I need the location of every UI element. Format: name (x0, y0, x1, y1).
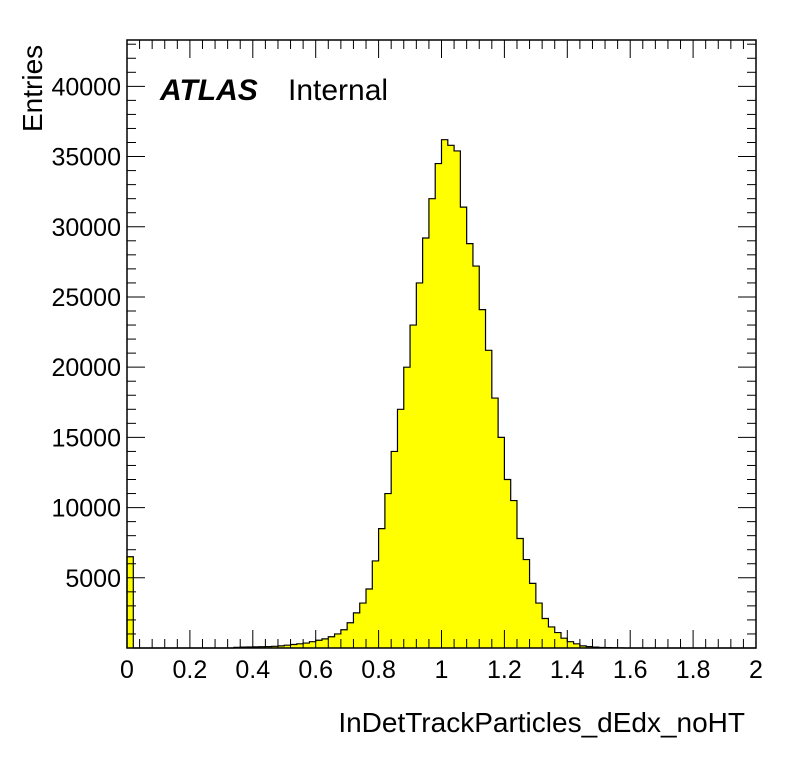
x-tick-label: 0 (120, 656, 134, 684)
histogram-bar (384, 493, 392, 648)
histogram-bar (296, 643, 304, 648)
histogram-bar (366, 589, 373, 648)
histogram-bar (454, 150, 461, 648)
histogram-bar (542, 618, 549, 648)
y-tick-label: 10000 (51, 495, 121, 523)
histogram-bar (403, 367, 411, 648)
histogram-bar (428, 198, 436, 648)
histogram-bar (579, 645, 587, 648)
histogram-bar (548, 626, 556, 648)
atlas-label: ATLAS (159, 74, 258, 107)
x-tick-label: 1 (435, 656, 449, 684)
histogram-bar (573, 643, 581, 648)
histogram-bar (416, 282, 423, 648)
histogram-bar (510, 500, 518, 648)
histogram-bar (277, 645, 285, 648)
histogram-bar (359, 603, 367, 648)
histogram-bar (410, 325, 417, 648)
histogram-bar (567, 641, 574, 648)
histogram-bar (347, 622, 354, 648)
histogram-bar (422, 237, 430, 648)
histogram-bar (303, 643, 310, 648)
y-tick-labels: 5000 10000 15000 20000 25000 30000 35000 40000 (51, 73, 121, 592)
x-tick-label: 1.6 (613, 656, 648, 684)
histogram-bar (554, 632, 562, 648)
histogram-bar (353, 612, 361, 648)
histogram-bar (523, 559, 530, 648)
histogram-bar (498, 437, 505, 648)
histogram-bars (127, 139, 625, 649)
y-tick-label: 25000 (51, 284, 121, 312)
histogram-bar (561, 638, 568, 648)
y-tick-label: 30000 (51, 214, 121, 242)
histogram-bar (284, 645, 291, 648)
histogram-bar (516, 538, 524, 648)
histogram-bar (479, 309, 486, 648)
internal-label: Internal (288, 74, 388, 107)
y-tick-label: 40000 (51, 73, 121, 101)
histogram-bar (271, 646, 279, 648)
histogram-bar (315, 640, 323, 648)
x-tick-label: 0.4 (235, 656, 270, 684)
histogram-bar (529, 583, 537, 648)
y-axis-title: Entries (17, 45, 48, 132)
axis-ticks (126, 40, 757, 648)
histogram-bar (340, 629, 348, 648)
y-tick-label: 15000 (51, 424, 121, 452)
histogram-bar (321, 638, 329, 648)
histogram-bar (460, 207, 467, 649)
x-tick-label: 0.2 (173, 656, 208, 684)
x-axis-title: InDetTrackParticles_dEdx_noHT (338, 707, 745, 738)
histogram-bar (466, 243, 474, 648)
x-tick-label: 1.8 (676, 656, 711, 684)
histogram-bar (485, 350, 493, 648)
histogram-bar (504, 479, 511, 648)
y-tick-label: 20000 (51, 354, 121, 382)
histogram-bar (472, 266, 480, 648)
y-tick-label: 5000 (65, 565, 121, 593)
histogram-bar (290, 644, 298, 648)
histogram-bar (441, 139, 449, 649)
histogram-bar (391, 451, 398, 648)
histogram-bar (372, 560, 379, 648)
histogram-bar (447, 145, 455, 649)
histogram-bar (491, 398, 499, 648)
x-tick-labels: 0 0.2 0.4 0.6 0.8 1 1.2 1.4 1.6 1.8 2 (120, 656, 763, 684)
histogram-bar (378, 528, 386, 648)
x-tick-label: 1.4 (550, 656, 585, 684)
x-tick-label: 2 (749, 656, 763, 684)
histogram-bar (535, 603, 543, 648)
histogram-bar (435, 163, 442, 648)
x-tick-label: 1.2 (487, 656, 522, 684)
x-tick-label: 0.6 (298, 656, 333, 684)
histogram-bar (328, 636, 335, 648)
histogram-bar (397, 409, 405, 648)
x-tick-label: 0.8 (361, 656, 396, 684)
histogram-bar (334, 633, 342, 648)
histogram-bar (127, 556, 134, 648)
histogram-bar (309, 641, 316, 648)
y-tick-label: 35000 (51, 144, 121, 172)
